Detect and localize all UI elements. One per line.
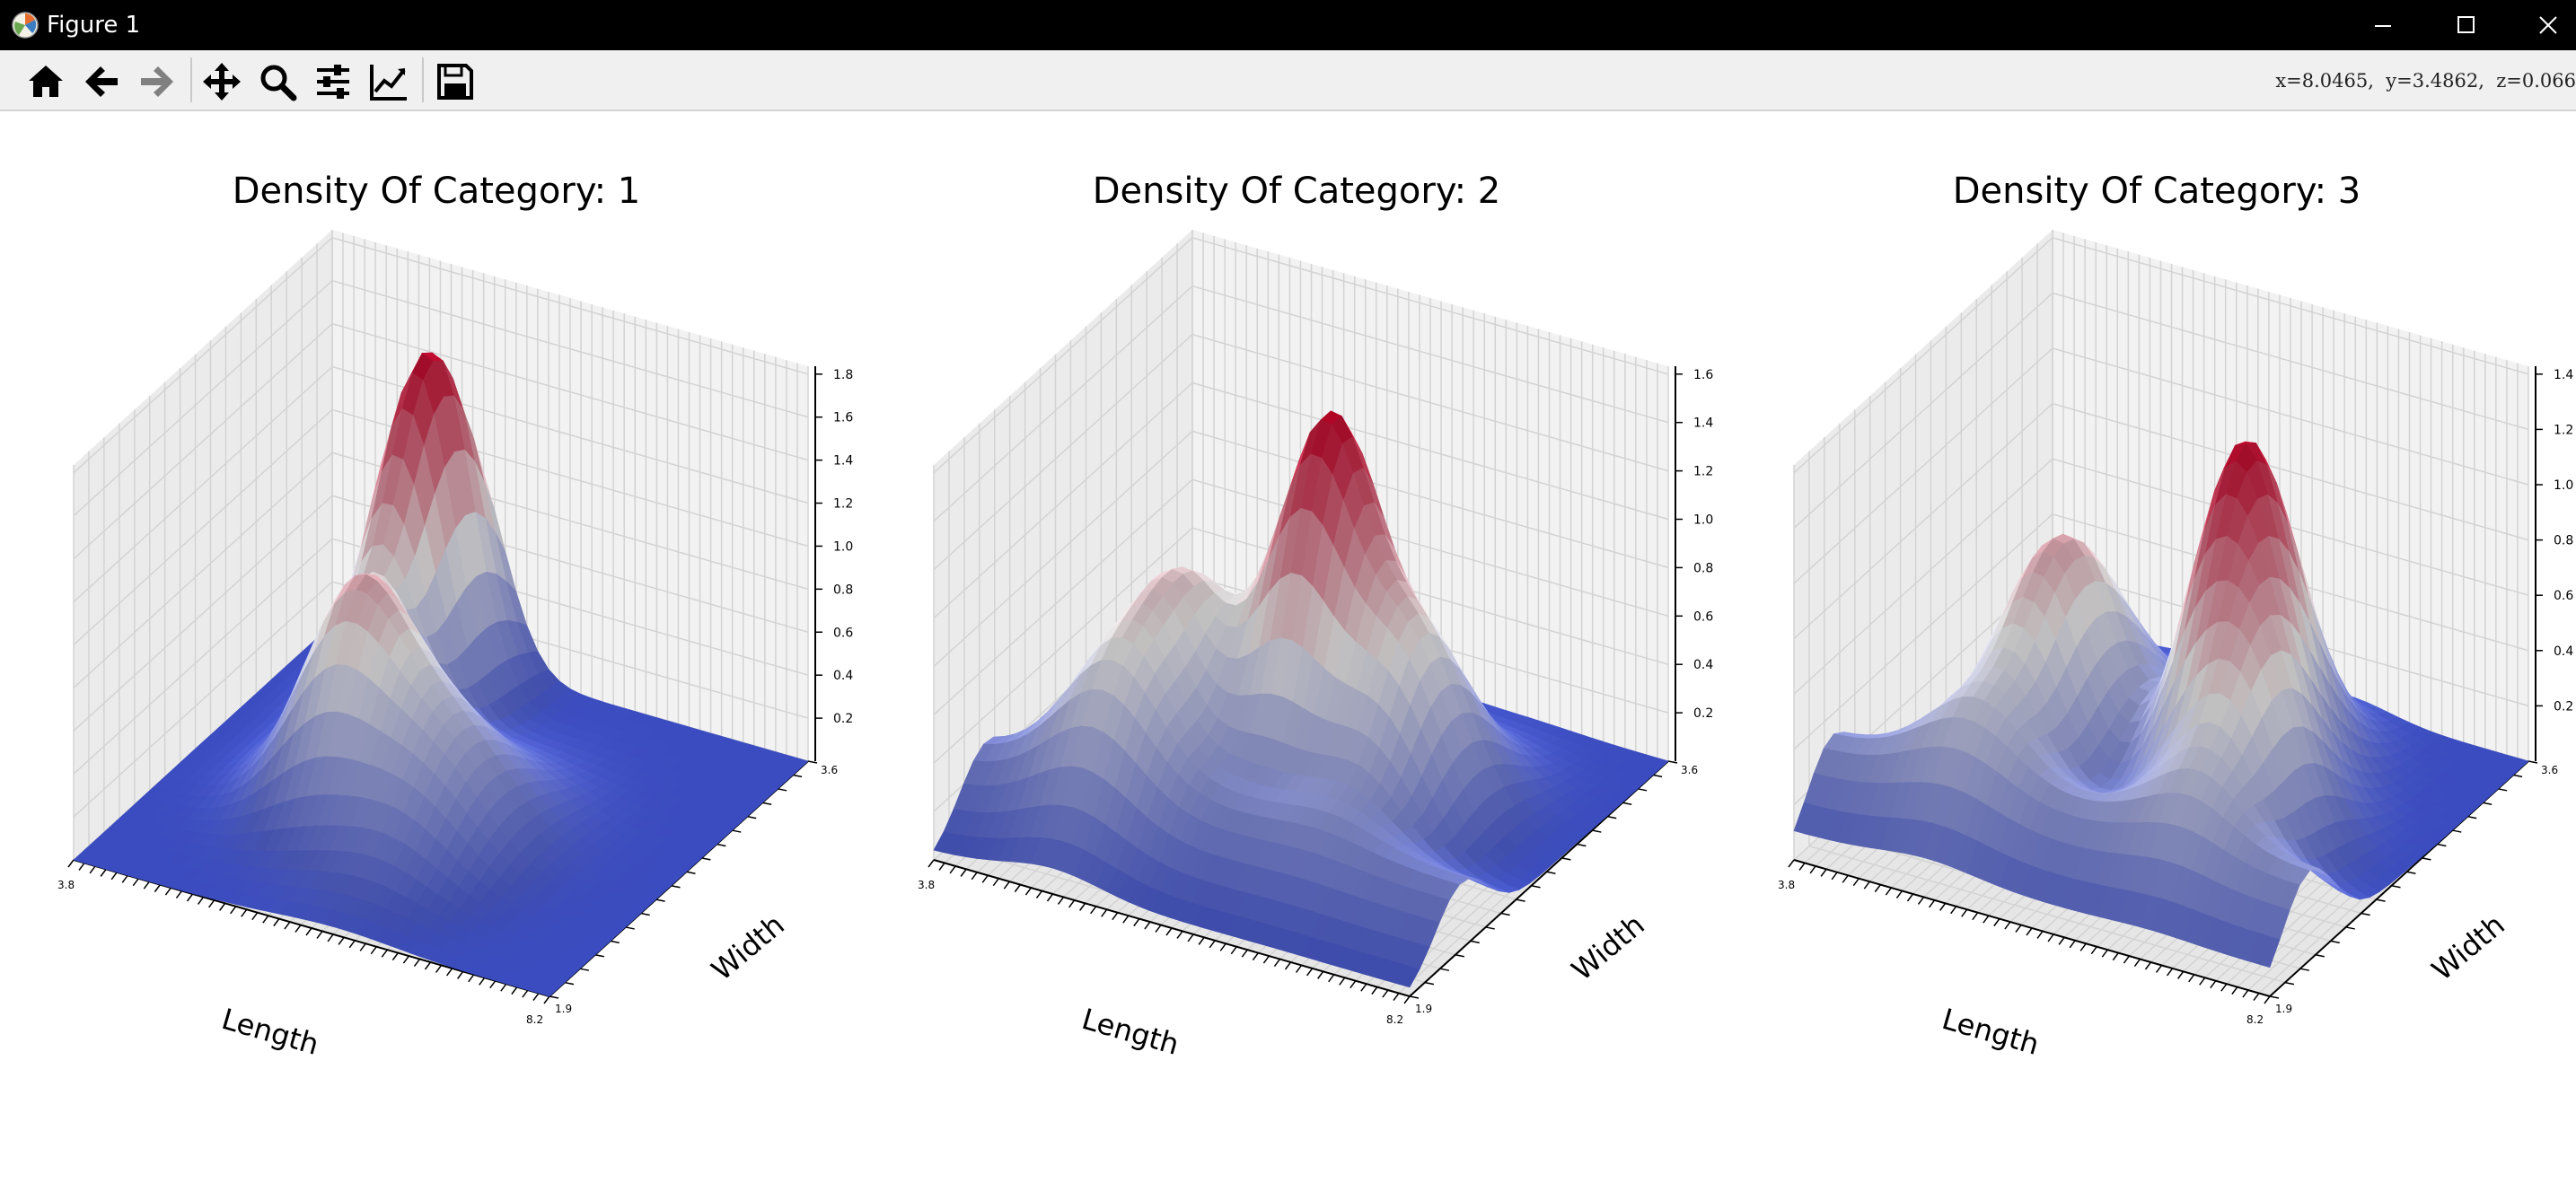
z-tick-label: 1.2 [2554, 423, 2573, 437]
z-tick-label: 0.4 [2554, 644, 2573, 659]
x-tick-label: 3.8 [1778, 879, 1795, 891]
z-tick-label: 1.0 [1693, 513, 1713, 528]
window-title: Figure 1 [47, 12, 141, 39]
save-button[interactable] [429, 56, 481, 106]
z-tick-label: 0.4 [833, 669, 853, 683]
y-tick-label: 3.6 [821, 764, 838, 776]
home-icon [29, 66, 63, 97]
x-tick-label: 8.2 [2246, 1013, 2264, 1026]
navigation-toolbar: x=8.0465, y=3.4862, z=0.066 [0, 50, 2576, 111]
floppy-disk-icon [437, 64, 473, 100]
minimize-button[interactable] [2342, 0, 2424, 50]
side-pane [74, 230, 332, 860]
z-tick-label: 1.6 [1693, 368, 1713, 382]
subplot-2[interactable]: 0.2 0.4 0.6 0.8 1.0 1.2 1.4 1.6 3.8 8.2 1.9 3.6 Dens… [918, 171, 1713, 1062]
window-titlebar: Figure 1 [0, 0, 2576, 50]
z-tick-label: 1.2 [833, 497, 853, 512]
y-axis-line [1409, 760, 1669, 997]
z-tick-label: 1.4 [2554, 368, 2573, 382]
side-pane [934, 230, 1192, 860]
matplotlib-icon [11, 11, 40, 39]
surface-plot [73, 352, 809, 997]
subplot-3[interactable]: 0.2 0.4 0.6 0.8 1.0 1.2 1.4 3.8 8.2 1.9 3.6 Density… [1778, 171, 2573, 1062]
move-icon [203, 63, 241, 101]
close-button[interactable] [2507, 0, 2576, 50]
y-tick-label: 1.9 [2275, 1003, 2292, 1015]
x-axis-label: Length [1939, 1002, 2044, 1062]
z-tick-label: 0.6 [1693, 609, 1713, 624]
z-tick-label: 0.8 [833, 583, 853, 597]
z-tick-label: 1.6 [833, 411, 853, 425]
subplot-title: Density Of Category: 3 [1953, 171, 2361, 212]
z-tick-label: 0.4 [1693, 658, 1713, 672]
line-chart-icon [370, 65, 407, 101]
subplot-1[interactable]: 0.2 0.4 0.6 0.8 1.0 1.2 1.4 1.6 1.8 3.8 8.2 1.9 3.6 D… [57, 171, 853, 1062]
arrow-left-icon [85, 66, 118, 97]
x-tick-label: 8.2 [1386, 1013, 1403, 1026]
z-tick-label: 1.0 [833, 539, 853, 554]
magnifier-icon [260, 65, 297, 101]
pan-button[interactable] [196, 56, 248, 106]
minimize-icon [2375, 25, 2391, 27]
y-axis-label: Width [1565, 907, 1651, 987]
x-tick-label: 3.8 [918, 879, 935, 891]
y-axis-label: Width [705, 907, 791, 987]
edit-axis-button[interactable] [363, 56, 415, 106]
y-axis-label: Width [2425, 907, 2511, 987]
toolbar-separator [422, 57, 424, 102]
close-icon [2539, 16, 2557, 34]
z-tick-label: 0.6 [2554, 589, 2573, 603]
maximize-button[interactable] [2424, 0, 2507, 50]
side-pane [1794, 230, 2053, 860]
x-axis-label: Length [218, 1002, 323, 1062]
z-tick-label: 1.4 [1693, 416, 1713, 431]
z-tick-label: 0.6 [833, 626, 853, 640]
surface-plot [933, 410, 1669, 988]
z-tick-label: 0.2 [2554, 699, 2573, 714]
home-button[interactable] [20, 56, 72, 106]
cursor-coordinates: x=8.0465, y=3.4862, z=0.066 [2275, 70, 2576, 92]
z-tick-label: 1.2 [1693, 465, 1713, 479]
zoom-button[interactable] [251, 56, 303, 106]
z-tick-label: 0.2 [1693, 706, 1713, 721]
sliders-icon [317, 65, 349, 99]
x-tick-label: 8.2 [526, 1013, 543, 1026]
arrow-right-icon [141, 66, 173, 97]
z-tick-label: 1.4 [833, 454, 853, 469]
subplots-button[interactable] [307, 56, 359, 106]
subplot-title: Density Of Category: 1 [233, 171, 641, 212]
maximize-icon [2457, 16, 2475, 33]
figure-canvas[interactable]: 0.2 0.4 0.6 0.8 1.0 1.2 1.4 1.6 1.8 3.8 8.2 1.9 3.6 D… [0, 111, 2576, 1192]
y-tick-label: 1.9 [555, 1003, 572, 1015]
y-tick-label: 3.6 [1681, 764, 1698, 776]
y-tick-label: 1.9 [1415, 1003, 1432, 1015]
figure-plots: 0.2 0.4 0.6 0.8 1.0 1.2 1.4 1.6 1.8 3.8 8.2 1.9 3.6 D… [57, 171, 2573, 1062]
z-tick-label: 0.8 [1693, 561, 1713, 575]
forward-button[interactable] [131, 56, 183, 106]
subplot-title: Density Of Category: 2 [1093, 171, 1501, 212]
y-tick-label: 3.6 [2541, 764, 2558, 776]
z-tick-label: 1.8 [833, 368, 853, 382]
x-axis-label: Length [1078, 1002, 1183, 1062]
x-tick-label: 3.8 [57, 879, 75, 891]
toolbar-separator [190, 57, 192, 102]
z-tick-label: 0.8 [2554, 534, 2573, 548]
back-button[interactable] [75, 56, 127, 106]
z-tick-label: 0.2 [833, 712, 853, 726]
z-tick-label: 1.0 [2554, 478, 2573, 493]
surface-plot [1793, 441, 2529, 968]
